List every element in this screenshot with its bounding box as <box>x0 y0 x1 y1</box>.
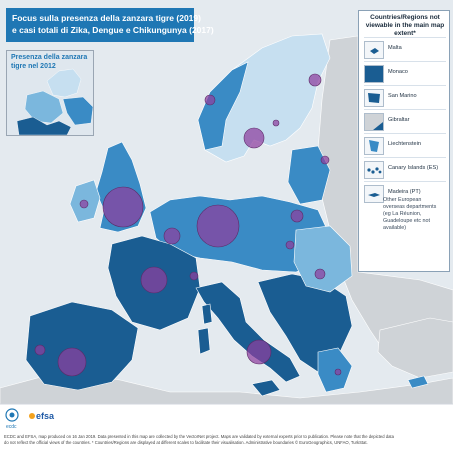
inset-land-west <box>24 90 64 124</box>
legend-label-canary-islands: Canary Islands (ES) <box>388 165 439 171</box>
legend-item-gibraltar: Gibraltar <box>364 109 446 134</box>
san-marino-thumbnail <box>364 89 384 107</box>
inset-land-east <box>62 96 93 126</box>
case-circle-hungary <box>285 240 295 250</box>
efsa-logo: efsa <box>29 411 55 421</box>
case-circle-ireland <box>79 199 89 209</box>
case-circle-france <box>140 266 168 294</box>
case-circle-romania <box>314 268 326 280</box>
case-circle-sweden <box>243 127 265 149</box>
legend-label-liechtenstein: Liechtenstein <box>388 141 421 147</box>
case-circle-denmark <box>272 119 280 127</box>
legend-item-canary-islands: Canary Islands (ES) <box>364 157 446 182</box>
malta-thumbnail <box>364 41 384 59</box>
legend-panel: Countries/Regions not viewable in the ma… <box>358 10 450 272</box>
map-footer: ecdc efsa ECDC and EFSA, map produced on… <box>2 404 452 456</box>
ecdc-logo: ecdc <box>5 408 19 430</box>
footer-line-2: do not reflect the official views of the… <box>4 440 368 445</box>
footer-credits: ECDC and EFSA, map produced on 16 Jan 20… <box>4 434 450 446</box>
legend-header: Countries/Regions not viewable in the ma… <box>365 14 445 37</box>
map-title: Focus sulla presenza della zanzara tigre… <box>6 8 214 42</box>
region-sardinia <box>197 327 211 355</box>
region-iberia <box>25 301 139 391</box>
region-baltics <box>287 145 331 205</box>
footer-line-1: ECDC and EFSA, map produced on 16 Jan 20… <box>4 434 394 439</box>
region-eastern-europe <box>293 225 353 293</box>
agency-logos: ecdc efsa <box>5 408 55 430</box>
case-circle-belgium <box>163 227 181 245</box>
inset-land-south <box>16 116 72 135</box>
canary-islands-thumbnail <box>364 161 384 179</box>
case-circles <box>34 73 342 377</box>
liechtenstein-thumbnail <box>364 137 384 155</box>
legend-item-monaco: Monaco <box>364 61 446 86</box>
inset-map-graphic <box>16 68 93 135</box>
region-corsica <box>201 303 213 325</box>
inset-map-2012: Presenza della zanzara tigre nel 2012 <box>6 50 94 136</box>
region-italy <box>195 281 301 383</box>
region-greece <box>317 347 353 393</box>
region-turkey <box>377 317 453 379</box>
legend-label-monaco: Monaco <box>388 69 408 75</box>
legend-item-san-marino: San Marino <box>364 85 446 110</box>
legend-item-madeira: Madeira (PT) <box>364 181 446 206</box>
case-circle-poland <box>290 209 304 223</box>
case-circle-baltic <box>320 155 330 165</box>
case-circle-spain <box>57 347 87 377</box>
region-sicily <box>251 379 281 397</box>
case-circle-italy-south <box>246 339 272 365</box>
case-circle-uk <box>102 186 144 228</box>
legend-item-liechtenstein: Liechtenstein <box>364 133 446 158</box>
case-circle-germany <box>196 204 240 248</box>
map-title-line-1: Focus sulla presenza della zanzara tigre… <box>12 13 201 23</box>
case-circle-switzerland <box>189 271 199 281</box>
case-circle-portugal <box>34 344 46 356</box>
inset-land-north <box>46 68 82 98</box>
case-circle-finland <box>308 73 322 87</box>
legend-label-san-marino: San Marino <box>388 93 417 99</box>
efsa-logo-text: efsa <box>36 411 55 421</box>
case-circle-norway <box>204 94 216 106</box>
legend-label-malta: Malta <box>388 45 402 51</box>
inset-title: Presenza della zanzara tigre nel 2012 <box>11 54 88 70</box>
legend-label-madeira: Madeira (PT) <box>388 189 421 195</box>
legend-other-departments: Other European overseas departments (eg … <box>383 197 437 231</box>
ecdc-logo-text: ecdc <box>6 424 17 430</box>
monaco-thumbnail <box>364 65 384 83</box>
region-cyprus <box>407 375 429 389</box>
case-circle-greece <box>334 368 342 376</box>
madeira-thumbnail <box>364 185 384 203</box>
legend-label-gibraltar: Gibraltar <box>388 117 410 123</box>
gibraltar-thumbnail <box>364 113 384 131</box>
legend-item-malta: Malta <box>364 37 446 62</box>
map-title-line-2: e casi totali di Zika, Dengue e Chikungu… <box>12 25 214 35</box>
region-norway-coast <box>197 61 249 151</box>
